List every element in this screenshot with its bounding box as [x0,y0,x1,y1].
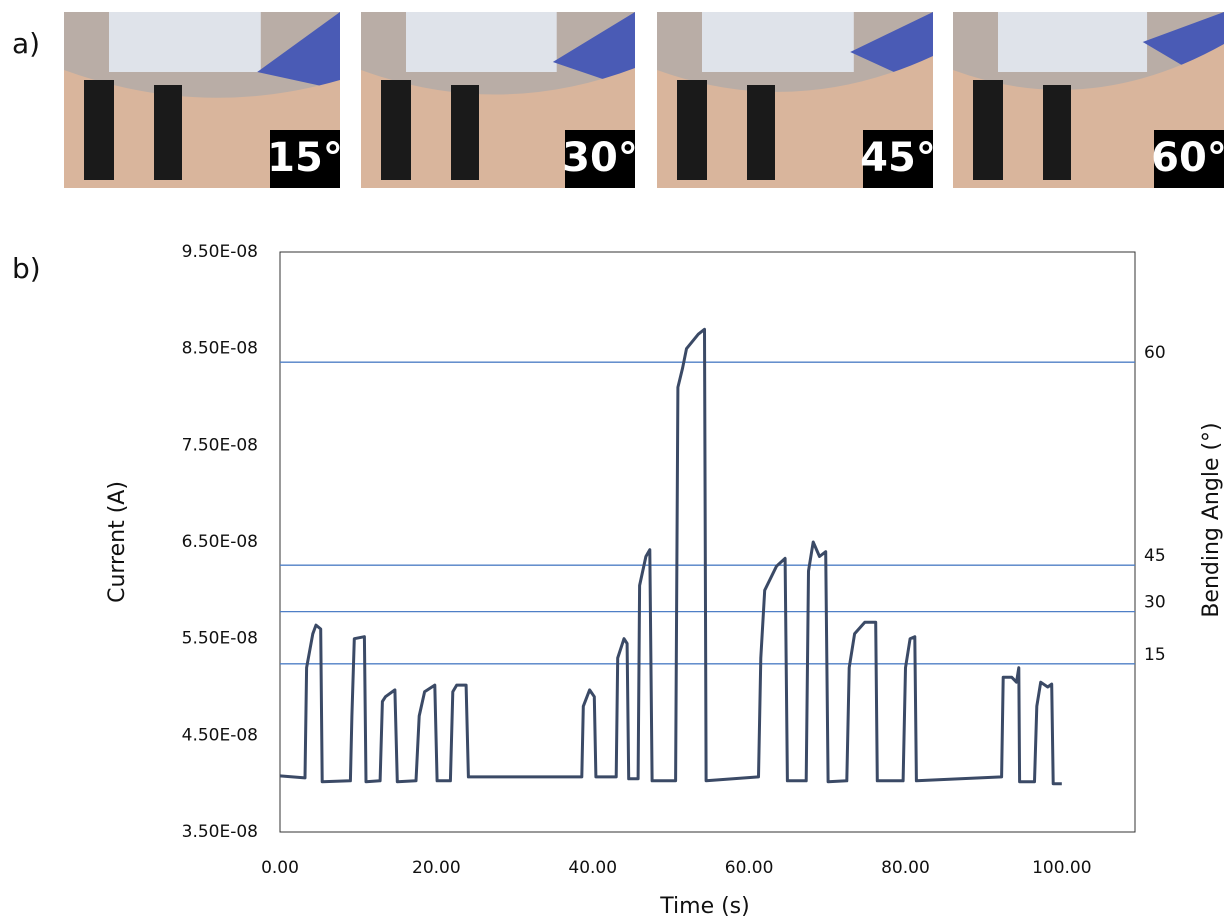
strap [84,80,114,180]
x-tick-label: 40.00 [568,858,617,878]
x-tick-label: 20.00 [412,858,461,878]
label-box [863,130,933,188]
monitor [998,12,1148,72]
photo-strip: 15° 30° 45° 60° [64,12,1227,188]
sleeve [552,12,635,90]
strap [677,80,707,180]
y2-tick-label: 45 [1144,546,1166,566]
monitor [109,12,261,72]
x-tick-label: 80.00 [881,858,930,878]
panel-label: a) [12,27,40,60]
y-tick-label: 4.50E-08 [182,725,258,745]
y-tick-label: 7.50E-08 [182,435,258,455]
label-box [270,130,340,188]
strap [747,85,775,180]
y2-axis-label: Bending Angle (°) [1199,422,1224,617]
y-tick-label: 8.50E-08 [182,339,258,359]
y-tick-label: 9.50E-08 [182,242,258,262]
y2-tick-label: 15 [1144,645,1166,665]
label-box [1154,130,1224,188]
monitor [406,12,557,72]
x-tick-label: 60.00 [725,858,774,878]
y-axis-label: Current (A) [105,481,130,603]
photo-label: 60° [1151,135,1227,181]
strap [1043,85,1071,180]
x-axis-label: Time (s) [659,894,749,919]
strap [973,80,1003,180]
data-line [279,327,1062,786]
y2-tick-label: 30 [1144,593,1166,613]
label-box [565,130,635,188]
y-tick-label: 5.50E-08 [182,629,258,649]
strap [381,80,411,180]
plot-frame [279,251,1136,833]
y-tick-label: 6.50E-08 [182,532,258,552]
x-tick-label: 0.00 [261,858,299,878]
photo-label: 45° [860,135,936,181]
sleeve [257,12,340,90]
x-tick-label: 100.00 [1032,858,1091,878]
panel-label: b) [12,252,41,285]
photo-label: 15° [267,135,343,181]
monitor [702,12,854,72]
strap [451,85,479,180]
y2-tick-label: 60 [1144,343,1166,363]
photo-label: 30° [562,135,638,181]
y-tick-label: 3.50E-08 [182,822,258,842]
strap [154,85,182,180]
